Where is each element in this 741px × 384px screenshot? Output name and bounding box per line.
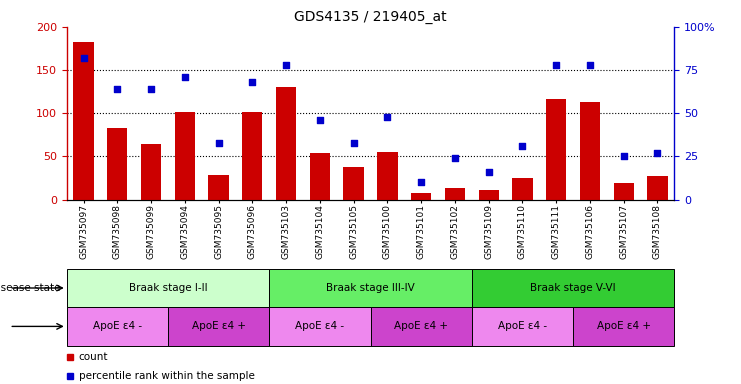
- Text: ApoE ε4 -: ApoE ε4 -: [498, 321, 547, 331]
- Point: [516, 143, 528, 149]
- Bar: [411, 193, 431, 200]
- Point: [551, 62, 562, 68]
- Bar: [445, 187, 465, 200]
- Bar: [512, 178, 533, 200]
- Point: [213, 139, 225, 146]
- Text: percentile rank within the sample: percentile rank within the sample: [79, 371, 255, 381]
- Bar: [377, 152, 397, 200]
- Text: ApoE ε4 +: ApoE ε4 +: [192, 321, 245, 331]
- Bar: [141, 144, 162, 200]
- Point: [314, 117, 326, 123]
- Bar: [67, 269, 269, 307]
- Bar: [573, 307, 674, 346]
- Bar: [269, 269, 472, 307]
- Bar: [269, 307, 370, 346]
- Text: ApoE ε4 +: ApoE ε4 +: [394, 321, 448, 331]
- Text: Braak stage III-IV: Braak stage III-IV: [326, 283, 415, 293]
- Bar: [73, 41, 93, 200]
- Point: [179, 74, 190, 80]
- Bar: [648, 176, 668, 200]
- Bar: [175, 113, 195, 200]
- Point: [348, 139, 359, 146]
- Title: GDS4135 / 219405_at: GDS4135 / 219405_at: [294, 10, 447, 25]
- Bar: [67, 307, 168, 346]
- Bar: [168, 307, 269, 346]
- Point: [111, 86, 123, 92]
- Bar: [107, 128, 127, 200]
- Point: [449, 155, 461, 161]
- Bar: [242, 113, 262, 200]
- Bar: [472, 269, 674, 307]
- Text: disease state: disease state: [0, 283, 61, 293]
- Bar: [614, 183, 634, 200]
- Bar: [579, 102, 600, 200]
- Point: [280, 62, 292, 68]
- Point: [618, 153, 630, 160]
- Text: ApoE ε4 -: ApoE ε4 -: [296, 321, 345, 331]
- Bar: [276, 88, 296, 200]
- Bar: [472, 307, 573, 346]
- Bar: [310, 153, 330, 200]
- Bar: [344, 167, 364, 200]
- Point: [482, 169, 494, 175]
- Text: Braak stage I-II: Braak stage I-II: [129, 283, 207, 293]
- Text: ApoE ε4 +: ApoE ε4 +: [597, 321, 651, 331]
- Point: [651, 150, 663, 156]
- Text: Braak stage V-VI: Braak stage V-VI: [531, 283, 616, 293]
- Point: [415, 179, 427, 185]
- Text: ApoE ε4 -: ApoE ε4 -: [93, 321, 142, 331]
- Bar: [208, 175, 229, 200]
- Point: [145, 86, 157, 92]
- Text: count: count: [79, 352, 108, 362]
- Point: [382, 114, 393, 120]
- Point: [584, 62, 596, 68]
- Bar: [546, 99, 566, 200]
- Point: [247, 79, 259, 85]
- Bar: [370, 307, 472, 346]
- Point: [78, 55, 90, 61]
- Bar: [479, 190, 499, 200]
